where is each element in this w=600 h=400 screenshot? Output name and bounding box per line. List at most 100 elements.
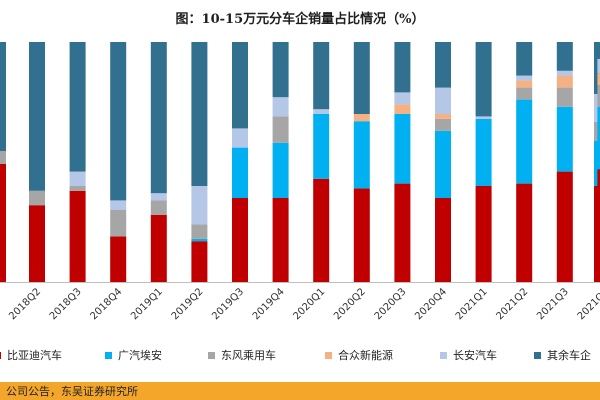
bar-2020Q1-series-4: [313, 109, 330, 114]
bar-2020Q3-series-5: [394, 42, 411, 93]
partial-bar-segment: [594, 42, 600, 94]
bar-2020Q2-series-1: [353, 121, 370, 189]
bar-2019Q2-series-0: [191, 241, 208, 282]
bar-2021Q3-series-5: [556, 42, 573, 71]
legend-label-gac-aion: 广汽埃安: [118, 349, 162, 362]
bar-2019Q3-series-1: [232, 147, 248, 198]
partial-bar-segment: [594, 122, 600, 141]
bar-2019Q1-series-5: [150, 42, 167, 194]
legend-swatch-dongfeng: [208, 351, 215, 359]
bar-2020Q1-series-5: [313, 42, 330, 110]
bar-2020Q3-series-1: [394, 114, 411, 184]
x-tick-label: 2018Q2: [7, 286, 43, 322]
bar-2018Q3-series-2: [69, 186, 86, 191]
bar-2021Q1-series-5: [475, 42, 492, 117]
bar-2021Q4-series-1: [597, 106, 600, 170]
bar-2020Q1-series-1: [313, 114, 330, 179]
chart-title: 图：10-15万元分车企销量占比情况（%）: [175, 12, 425, 27]
bar-2019Q1-series-2: [150, 200, 167, 215]
bar-2021Q4-series-2: [597, 85, 600, 107]
legend-swatch-gac-aion: [105, 351, 112, 359]
bar-2021Q4-series-0: [597, 169, 600, 282]
bar-2019Q3-series-0: [232, 198, 248, 282]
x-tick-label: 2020Q2: [332, 286, 368, 322]
legend-item-byd: 比亚迪汽车: [0, 344, 62, 366]
x-tick-label: 2021Q4: [576, 286, 600, 322]
partial-bar-segment: [594, 141, 600, 186]
legend-item-hozon: 合众新能源: [325, 344, 393, 366]
bar-2021Q2-series-0: [516, 183, 533, 282]
bar-2021Q1-series-0: [475, 186, 492, 282]
x-tick-label: 2021Q2: [494, 286, 530, 322]
x-tick-label: 2021Q3: [535, 286, 571, 322]
bar-2020Q4-series-5: [435, 42, 451, 88]
bar-2021Q4-series-4: [597, 58, 600, 74]
bar-2018Q2-series-0: [29, 205, 45, 282]
legend-label-others: 其余车企: [547, 349, 591, 362]
legend-label-dongfeng: 东风乘用车: [221, 349, 276, 362]
source-text: 公司公告，东吴证券研究所: [6, 385, 138, 398]
x-tick-label: 2021Q1: [454, 286, 490, 322]
bar-2018Q2-series-2: [29, 190, 45, 206]
bar-2020Q2-series-0: [353, 188, 370, 282]
bar-2020Q3-series-0: [394, 183, 411, 282]
bar-2019Q4-series-2: [272, 116, 289, 143]
bar-2021Q2-series-3: [516, 80, 533, 88]
bar-2021Q2-series-5: [516, 42, 533, 76]
bar-2018Q4-series-0: [110, 236, 127, 282]
bar-2018Q3-series-5: [69, 42, 86, 172]
legend-item-dongfeng: 东风乘用车: [208, 344, 276, 366]
x-tick-label: 2018Q3: [48, 286, 84, 322]
bar-2021Q3-series-3: [556, 75, 573, 88]
partial-bar-segment: [594, 94, 600, 122]
x-tick-label: 2020Q1: [291, 286, 327, 322]
bar-2020Q4-series-4: [435, 87, 451, 114]
bar-2021Q3-series-2: [556, 87, 573, 107]
bar-2021Q1-series-1: [475, 118, 492, 186]
bar-2019Q2-series-5: [191, 42, 208, 186]
bar-2021Q1-series-4: [475, 116, 492, 119]
bar-2019Q2-series-2: [191, 224, 208, 239]
bar-2018Q4-series-2: [110, 210, 127, 237]
x-tick-label: 2019Q1: [129, 286, 165, 322]
bar-2021Q2-series-2: [516, 87, 533, 100]
bar-2021Q3-series-0: [556, 171, 573, 282]
bar-2018Q2-series-5: [29, 42, 45, 191]
bar-2019Q2-series-4: [191, 186, 208, 225]
bar-2020Q1-series-0: [313, 178, 330, 282]
bar-2020Q3-series-4: [394, 92, 411, 105]
bar-2020Q4-series-0: [435, 198, 451, 282]
bar-2021Q4-series-3: [597, 73, 600, 86]
bar-2020Q3-series-3: [394, 104, 411, 114]
bar-2019Q4-series-1: [272, 142, 289, 198]
bar-2019Q4-series-0: [272, 198, 289, 282]
legend-swatch-changan: [440, 351, 447, 359]
x-tick-label: 2020Q3: [373, 286, 409, 322]
bar-2020Q2-series-3: [353, 114, 370, 122]
legend-label-hozon: 合众新能源: [338, 349, 393, 362]
legend-label-changan: 长安汽车: [453, 349, 497, 362]
bar-2019Q1-series-0: [150, 214, 167, 282]
bar-2018Q3-series-4: [69, 171, 86, 186]
bar-2019Q4-series-4: [272, 97, 289, 117]
bar-2019Q4-series-5: [272, 42, 289, 98]
x-tick-label: 2020Q4: [413, 286, 449, 322]
x-tick-label: 2019Q2: [170, 286, 206, 322]
partial-bar-segment: [0, 164, 6, 282]
partial-bar-segment: [594, 186, 600, 282]
partial-bar-segment: [0, 151, 6, 164]
bar-2020Q4-series-1: [435, 130, 451, 198]
bar-2020Q2-series-5: [353, 42, 370, 114]
chart-legend: 比亚迪汽车 广汽埃安 东风乘用车 合众新能源 长安汽车 其余车企: [0, 344, 600, 366]
bar-2019Q3-series-5: [232, 42, 248, 129]
stacked-bar-chart: 2018Q2 2018Q3 2018Q4 2019Q1 2019Q2 2019Q3 2019…: [0, 42, 600, 322]
bar-2020Q4-series-2: [435, 118, 451, 131]
x-tick-label: 2019Q4: [251, 286, 287, 322]
x-tick-label: 2019Q3: [210, 286, 246, 322]
bar-2018Q4-series-4: [110, 200, 127, 210]
legend-swatch-hozon: [325, 351, 332, 359]
bar-2021Q2-series-4: [516, 75, 533, 81]
bar-2019Q3-series-4: [232, 128, 248, 148]
bar-2018Q3-series-0: [69, 190, 86, 282]
bar-2018Q4-series-5: [110, 42, 127, 201]
